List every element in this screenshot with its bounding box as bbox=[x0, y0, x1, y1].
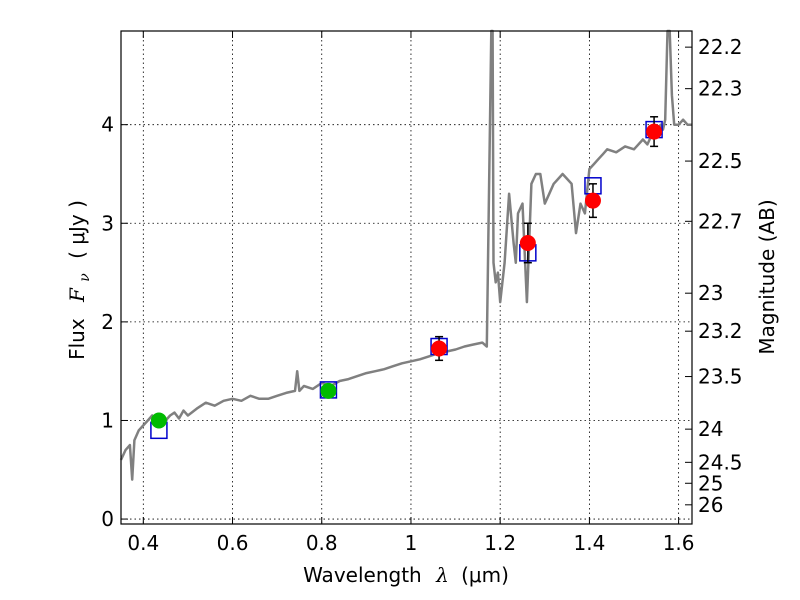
spectrum-line bbox=[119, 29, 692, 481]
plot-frame bbox=[120, 30, 693, 525]
magnitude-tick-label: 26 bbox=[698, 493, 723, 517]
y-axis-title-text: Flux bbox=[65, 318, 89, 360]
y-axis-title-subscript: ν bbox=[77, 273, 93, 282]
x-tick-label: 1 bbox=[405, 531, 418, 555]
observed-photometry-optical-point bbox=[320, 382, 337, 399]
x-axis-title-text: Wavelength bbox=[303, 563, 422, 587]
magnitude-axis-title: Magnitude (AB) bbox=[755, 199, 779, 354]
observed-photometry-nir-point bbox=[519, 234, 536, 251]
x-tick-label: 0.8 bbox=[306, 531, 338, 555]
y-axis-title-symbol: F bbox=[65, 287, 89, 303]
y-tick-label: 4 bbox=[101, 113, 114, 137]
x-tick-label: 0.4 bbox=[127, 531, 159, 555]
magnitude-tick-label: 22.7 bbox=[698, 209, 743, 233]
x-tick-label: 1.2 bbox=[484, 531, 516, 555]
observed-photometry-points bbox=[150, 123, 663, 429]
model-spectrum bbox=[119, 29, 692, 481]
observed-photometry-nir-point bbox=[431, 340, 448, 357]
y-tick-label: 0 bbox=[101, 507, 114, 531]
magnitude-tick-label: 23.2 bbox=[698, 319, 743, 343]
magnitude-tick-label: 22.5 bbox=[698, 149, 743, 173]
observed-photometry-nir-point bbox=[584, 192, 601, 209]
y-axis-title-unit: ( μJy ) bbox=[65, 200, 89, 259]
y-tick-label: 2 bbox=[101, 310, 114, 334]
magnitude-tick-label: 22.2 bbox=[698, 35, 743, 59]
observed-photometry-nir-point bbox=[646, 123, 663, 140]
plot-background bbox=[121, 31, 692, 524]
x-tick-label: 0.6 bbox=[217, 531, 249, 555]
magnitude-tick-label: 25 bbox=[698, 471, 723, 495]
magnitude-tick-label: 23 bbox=[698, 281, 723, 305]
y-axis-title: Flux F ν ( μJy ) bbox=[65, 200, 94, 360]
magnitude-tick-label: 24.5 bbox=[698, 450, 743, 474]
magnitude-tick-label: 22.3 bbox=[698, 77, 743, 101]
x-tick-label: 1.4 bbox=[573, 531, 605, 555]
plot-area bbox=[119, 29, 693, 525]
magnitude-tick-label: 23.5 bbox=[698, 365, 743, 389]
x-tick-label: 1.6 bbox=[663, 531, 695, 555]
observed-photometry-optical-point bbox=[150, 412, 167, 429]
y-axis: 0 1 2 3 4 bbox=[101, 113, 128, 531]
magnitude-tick-label: 24 bbox=[698, 417, 723, 441]
x-axis-title-symbol: λ bbox=[435, 563, 449, 587]
y-tick-label: 1 bbox=[101, 408, 114, 432]
x-axis-title: Wavelength λ (μm) bbox=[303, 563, 509, 587]
grid bbox=[121, 31, 692, 524]
x-axis-title-unit: (μm) bbox=[461, 563, 509, 587]
x-axis: 0.4 0.6 0.8 1 1.2 1.4 1.6 bbox=[127, 31, 695, 555]
y-tick-label: 3 bbox=[101, 211, 114, 235]
